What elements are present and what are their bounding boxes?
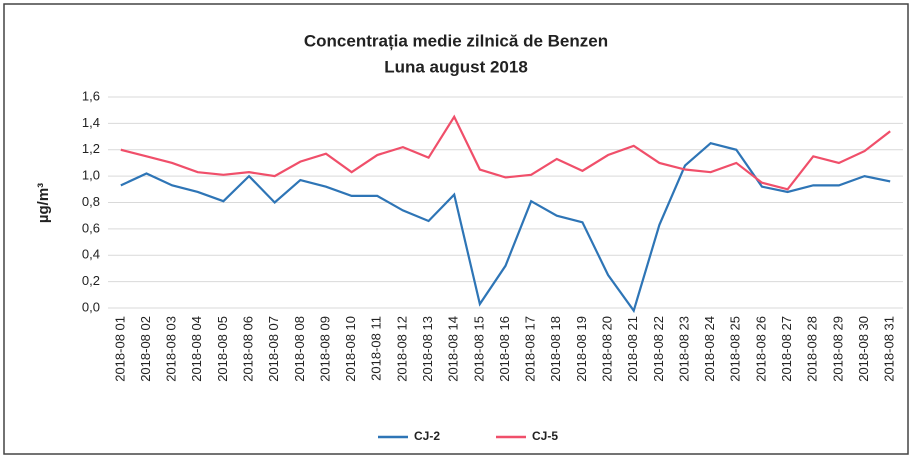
- x-tick-label: 2018-08 14: [446, 316, 461, 382]
- x-tick-label: 2018-08 12: [394, 316, 409, 382]
- y-tick-label: 1,6: [82, 88, 100, 103]
- x-tick-label: 2018-08 07: [266, 316, 281, 382]
- x-tick-label: 2018-08 10: [343, 316, 358, 382]
- x-tick-label: 2018-08 02: [138, 316, 153, 382]
- x-tick-label: 2018-08 05: [215, 316, 230, 382]
- legend-label: CJ-2: [414, 429, 440, 443]
- x-tick-label: 2018-08 08: [292, 316, 307, 382]
- legend-label: CJ-5: [532, 429, 558, 443]
- x-tick-label: 2018-08 29: [830, 316, 845, 382]
- x-tick-label: 2018-08 01: [112, 316, 127, 382]
- x-tick-label: 2018-08 26: [753, 316, 768, 382]
- x-tick-label: 2018-08 04: [189, 316, 204, 382]
- y-tick-label: 0,0: [82, 299, 100, 314]
- x-tick-label: 2018-08 24: [702, 316, 717, 382]
- x-tick-label: 2018-08 06: [240, 316, 255, 382]
- y-tick-label: 1,4: [82, 115, 100, 130]
- x-tick-label: 2018-08 30: [856, 316, 871, 382]
- chart-title: Concentrația medie zilnică de Benzen: [304, 31, 608, 50]
- x-tick-label: 2018-08 13: [420, 316, 435, 382]
- x-tick-label: 2018-08 28: [805, 316, 820, 382]
- y-tick-label: 0,2: [82, 273, 100, 288]
- x-tick-label: 2018-08 23: [676, 316, 691, 382]
- x-tick-label: 2018-08 17: [523, 316, 538, 382]
- x-tick-label: 2018-08 31: [882, 316, 897, 382]
- x-tick-label: 2018-08 21: [625, 316, 640, 382]
- x-tick-label: 2018-08 09: [317, 316, 332, 382]
- y-tick-label: 0,8: [82, 194, 100, 209]
- y-tick-label: 1,2: [82, 141, 100, 156]
- series-line: [120, 114, 891, 191]
- x-tick-label: 2018-08 25: [728, 316, 743, 382]
- x-tick-label: 2018-08 18: [548, 316, 563, 382]
- x-tick-label: 2018-08 11: [369, 316, 384, 381]
- x-tick-label: 2018-08 15: [471, 316, 486, 382]
- x-tick-label: 2018-08 22: [651, 316, 666, 382]
- y-tick-label: 1,0: [82, 168, 100, 183]
- y-axis-label: µg/m³: [35, 183, 52, 223]
- series-line: [120, 141, 891, 314]
- y-tick-label: 0,4: [82, 247, 100, 262]
- x-tick-label: 2018-08 03: [164, 316, 179, 382]
- chart-subtitle: Luna august 2018: [384, 57, 528, 76]
- x-tick-label: 2018-08 16: [497, 316, 512, 382]
- x-tick-label: 2018-08 19: [574, 316, 589, 382]
- x-tick-label: 2018-08 27: [779, 316, 794, 382]
- y-tick-label: 0,6: [82, 220, 100, 235]
- x-tick-label: 2018-08 20: [600, 316, 615, 382]
